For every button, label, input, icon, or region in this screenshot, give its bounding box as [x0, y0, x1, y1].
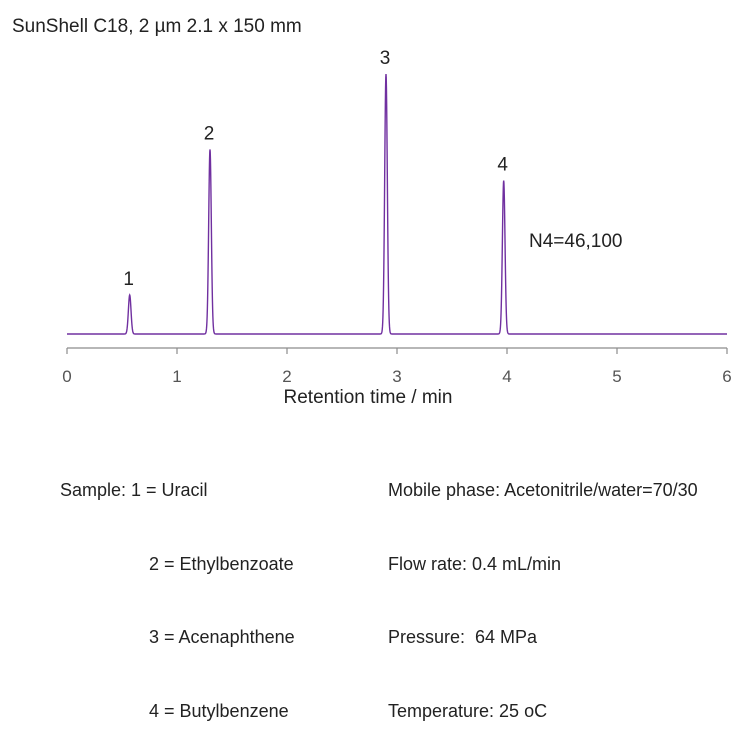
peak-label: 3 [380, 48, 391, 69]
x-tick-label: 5 [612, 367, 621, 386]
x-tick-label: 4 [502, 367, 511, 386]
chart-title: SunShell C18, 2 µm 2.1 x 150 mm [12, 16, 302, 37]
condition-line: Flow rate: 0.4 mL/min [388, 553, 562, 574]
x-tick-label: 6 [722, 367, 731, 386]
condition-line: Temperature: 25 oC [388, 700, 548, 721]
x-tick-label: 1 [172, 367, 181, 386]
peak-label: 4 [497, 155, 508, 176]
peak-label: 2 [204, 123, 215, 144]
plate-count-annotation: N4=46,100 [529, 231, 623, 252]
sample-line: Sample: 1 = Uracil [60, 480, 208, 500]
condition-line: Pressure: 64 MPa [388, 627, 538, 647]
sample-line: 2 = Ethylbenzoate [149, 553, 294, 574]
peak-label: 1 [123, 269, 134, 290]
sample-line: 4 = Butylbenzene [149, 700, 289, 721]
conditions-list: Mobile phase: Acetonitrile/water=70/30 F… [388, 429, 698, 748]
x-axis: 0 1 2 3 4 5 6 [62, 347, 732, 386]
x-tick-label: 3 [392, 367, 401, 386]
sample-line: 3 = Acenaphthene [149, 627, 295, 647]
x-tick-label: 2 [282, 367, 291, 386]
chromatogram-chart: 0 1 2 3 4 5 6 1 2 3 4 N4=46,100 Retention time / … [62, 48, 732, 408]
sample-list: Sample: 1 = Uracil 2 = Ethylbenzoate 3 =… [60, 429, 295, 748]
chromatogram-trace [67, 73, 727, 335]
condition-line: Mobile phase: Acetonitrile/water=70/30 [388, 480, 698, 500]
peak-labels: 1 2 3 4 [123, 48, 508, 290]
x-axis-label: Retention time / min [284, 387, 453, 408]
x-tick-label: 0 [62, 367, 71, 386]
